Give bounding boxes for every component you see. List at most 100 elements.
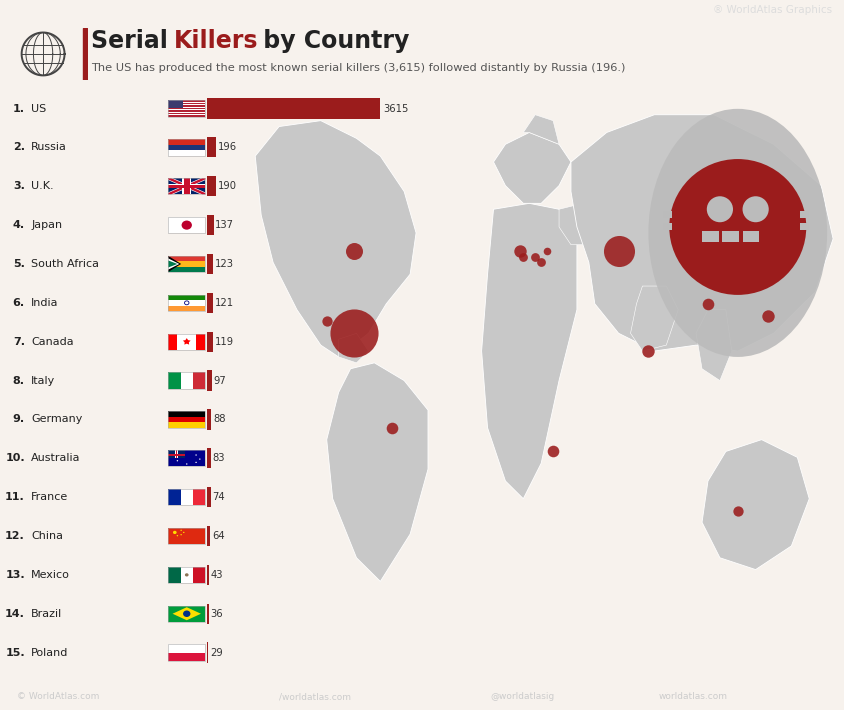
Bar: [168, 373, 205, 388]
Polygon shape: [481, 203, 576, 498]
Text: 5.: 5.: [13, 259, 24, 269]
Polygon shape: [168, 258, 179, 270]
Polygon shape: [168, 256, 181, 272]
Text: 12.: 12.: [5, 531, 24, 541]
Bar: [701, 231, 718, 241]
Bar: [207, 526, 210, 546]
Text: 29: 29: [210, 648, 223, 657]
Bar: [192, 489, 205, 506]
Bar: [168, 100, 183, 108]
Bar: [168, 264, 205, 267]
Text: ® WorldAtlas Graphics: ® WorldAtlas Graphics: [712, 5, 831, 15]
Polygon shape: [630, 286, 678, 351]
Text: 43: 43: [210, 570, 223, 580]
Bar: [176, 450, 177, 458]
Text: 15.: 15.: [5, 648, 24, 657]
Bar: [168, 145, 205, 150]
Text: Japan: Japan: [31, 220, 62, 230]
Bar: [183, 178, 190, 195]
Bar: [181, 373, 192, 388]
Text: worldatlas.com: worldatlas.com: [658, 692, 728, 701]
Bar: [182, 178, 191, 195]
Text: 196: 196: [218, 143, 237, 153]
Bar: [168, 256, 205, 272]
Bar: [168, 300, 205, 305]
Text: Killers: Killers: [173, 29, 257, 53]
Point: [385, 422, 398, 434]
Text: U.K.: U.K.: [31, 181, 54, 191]
Point: [641, 345, 654, 356]
Bar: [168, 258, 205, 261]
Text: Poland: Poland: [31, 648, 68, 657]
Bar: [168, 652, 205, 661]
Bar: [207, 254, 213, 274]
Bar: [168, 528, 205, 544]
Circle shape: [173, 531, 176, 534]
Bar: [181, 489, 192, 506]
Polygon shape: [182, 338, 191, 344]
Bar: [168, 100, 205, 102]
Bar: [168, 104, 205, 105]
Bar: [168, 645, 205, 652]
Bar: [168, 102, 205, 103]
Text: India: India: [31, 297, 58, 308]
Bar: [168, 217, 205, 234]
Point: [320, 316, 333, 327]
Circle shape: [183, 532, 184, 533]
Text: 10.: 10.: [5, 453, 24, 464]
Point: [730, 505, 744, 516]
Bar: [168, 103, 205, 104]
Bar: [168, 139, 205, 155]
Bar: [207, 99, 380, 119]
Bar: [207, 448, 211, 469]
Bar: [207, 371, 212, 390]
Bar: [168, 110, 205, 111]
Bar: [168, 450, 185, 458]
Bar: [192, 373, 205, 388]
Bar: [207, 137, 216, 158]
Text: 9.: 9.: [13, 415, 24, 425]
Bar: [168, 108, 205, 109]
Bar: [722, 231, 738, 241]
Bar: [799, 223, 809, 230]
Bar: [168, 489, 205, 506]
Bar: [168, 295, 205, 311]
Circle shape: [706, 196, 732, 222]
Text: 97: 97: [213, 376, 226, 386]
Bar: [168, 334, 205, 350]
Point: [528, 251, 541, 262]
Polygon shape: [571, 115, 832, 351]
Bar: [207, 643, 208, 662]
Bar: [181, 567, 192, 583]
Text: 123: 123: [214, 259, 233, 269]
Bar: [168, 334, 177, 350]
Polygon shape: [168, 178, 205, 195]
Point: [611, 245, 625, 256]
Bar: [207, 332, 213, 351]
Polygon shape: [255, 121, 415, 357]
Polygon shape: [701, 439, 809, 569]
Text: © WorldAtlas.com: © WorldAtlas.com: [17, 692, 99, 701]
Bar: [168, 150, 205, 155]
Bar: [168, 261, 205, 264]
Text: 14.: 14.: [5, 608, 24, 618]
Text: Germany: Germany: [31, 415, 83, 425]
Text: Russia: Russia: [31, 143, 67, 153]
Circle shape: [199, 459, 200, 460]
Circle shape: [668, 159, 805, 295]
Polygon shape: [168, 178, 205, 195]
Bar: [168, 178, 205, 195]
Bar: [168, 567, 205, 583]
Text: 2.: 2.: [13, 143, 24, 153]
Bar: [207, 410, 211, 430]
Bar: [168, 373, 181, 388]
Text: 83: 83: [213, 453, 225, 464]
Point: [701, 298, 714, 310]
Polygon shape: [168, 178, 205, 195]
Point: [546, 446, 560, 457]
Polygon shape: [168, 178, 205, 195]
Bar: [168, 334, 205, 350]
Text: @worldatlasig: @worldatlasig: [490, 692, 554, 701]
Bar: [168, 450, 205, 466]
Bar: [168, 185, 205, 187]
